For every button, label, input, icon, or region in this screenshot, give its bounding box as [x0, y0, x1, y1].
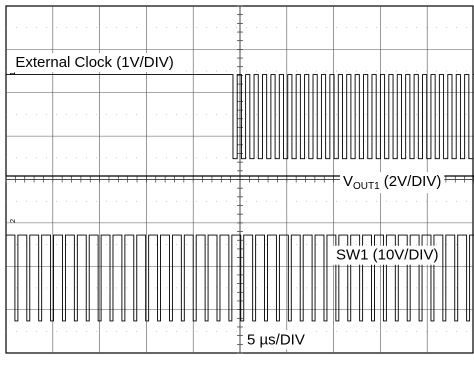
vout-label-main: V [343, 173, 353, 190]
clock-label-background [12, 53, 177, 73]
trace-series-0 [6, 74, 474, 160]
timebase-label: 5 µs/DIV [247, 331, 305, 348]
trace-series-2 [5, 234, 474, 322]
timebase-label-background [244, 330, 308, 350]
series-label-sw1: SW1 (10V/DIV) [336, 247, 439, 264]
ground-marker-2: 2 [10, 219, 17, 223]
series-label-vout1: VOUT1 (2V/DIV) [343, 173, 441, 192]
sw-label-background [332, 245, 442, 265]
vout-label-rest: (2V/DIV) [380, 173, 442, 190]
vout-label-subscript: OUT1 [353, 181, 380, 192]
vout-label-background [339, 172, 445, 194]
ground-markers: 12 [10, 71, 17, 222]
ground-marker-0: 1 [10, 71, 17, 75]
series-label-external-clock: External Clock (1V/DIV) [15, 54, 173, 71]
